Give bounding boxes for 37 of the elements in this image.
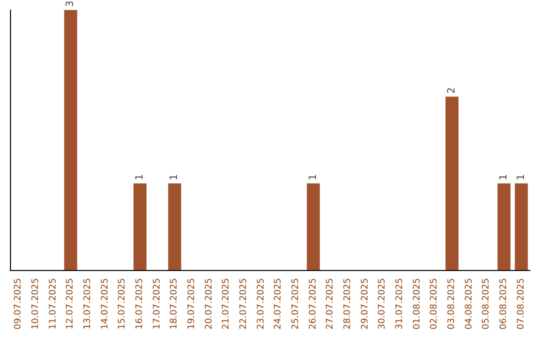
- data-label: 1: [134, 174, 146, 180]
- x-tick-label: 22.07.2025: [239, 278, 249, 330]
- x-tick-label: 26.07.2025: [308, 278, 318, 330]
- data-label: 1: [498, 174, 510, 180]
- x-tick-label: 15.07.2025: [118, 278, 128, 330]
- x-tick-label: 09.07.2025: [14, 278, 24, 330]
- x-tick-label: 14.07.2025: [100, 278, 110, 330]
- x-tick-label: 05.08.2025: [482, 278, 492, 330]
- data-label: 2: [446, 87, 458, 94]
- x-tick-label: 10.07.2025: [31, 278, 41, 330]
- x-tick-label: 27.07.2025: [326, 278, 336, 330]
- x-tick-label: 19.07.2025: [187, 278, 197, 330]
- x-tick-label: 30.07.2025: [378, 278, 388, 330]
- x-tick-label: 23.07.2025: [256, 278, 266, 330]
- data-label: 1: [516, 174, 527, 180]
- x-tick-label: 25.07.2025: [291, 278, 301, 330]
- x-tick-label: 11.07.2025: [48, 278, 58, 330]
- x-tick-label: 24.07.2025: [274, 278, 284, 330]
- x-tick-label: 28.07.2025: [343, 278, 353, 330]
- data-label: 1: [308, 174, 319, 180]
- x-tick-label: 21.07.2025: [222, 278, 232, 330]
- data-label: 3: [65, 0, 76, 7]
- x-tick-label: 03.08.2025: [447, 278, 457, 330]
- x-tick-label: 12.07.2025: [66, 278, 76, 330]
- x-tick-label: 16.07.2025: [135, 278, 145, 330]
- x-tick-label: 04.08.2025: [464, 278, 474, 330]
- data-label: 1: [169, 174, 180, 180]
- x-tick-label: 01.08.2025: [412, 278, 422, 330]
- x-tick-label: 29.07.2025: [360, 278, 370, 330]
- x-tick-label: 18.07.2025: [170, 278, 180, 330]
- x-tick-label: 07.08.2025: [516, 278, 526, 330]
- x-tick-label: 13.07.2025: [83, 278, 93, 330]
- x-tick-label: 17.07.2025: [152, 278, 162, 330]
- x-tick-label: 06.08.2025: [499, 278, 509, 330]
- x-tick-label: 20.07.2025: [204, 278, 214, 330]
- x-tick-label: 31.07.2025: [395, 278, 405, 330]
- x-tick-label: 02.08.2025: [430, 278, 440, 330]
